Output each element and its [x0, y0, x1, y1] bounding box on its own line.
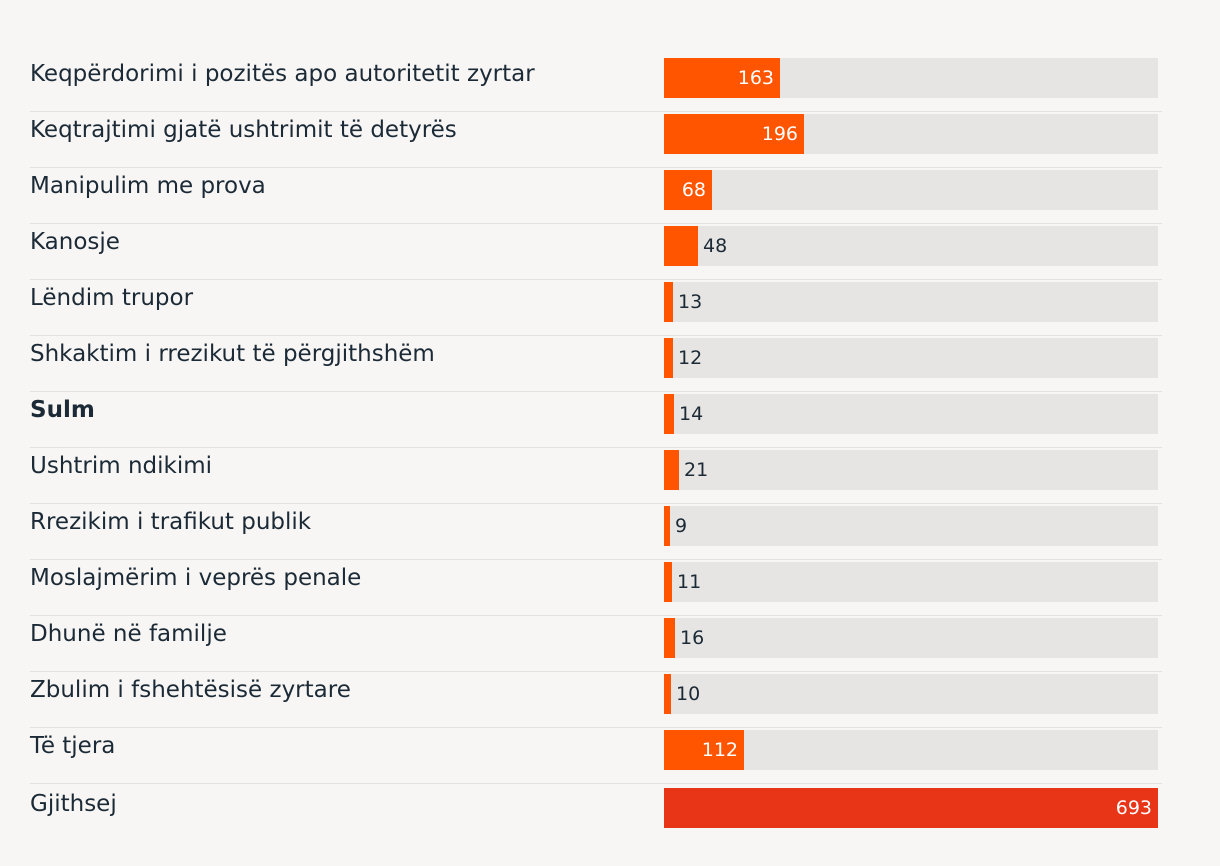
bar — [664, 282, 673, 322]
bar — [664, 730, 744, 770]
bar — [664, 506, 670, 546]
category-label: Zbulim i fshehtësisë zyrtare — [30, 677, 351, 703]
bar — [664, 562, 672, 602]
category-label: Moslajmërim i veprës penale — [30, 565, 362, 591]
value-label: 13 — [678, 291, 703, 313]
bar-row: Lëndim trupor 13 — [30, 280, 1162, 336]
category-label: Shkaktim i rrezikut të përgjithshëm — [30, 341, 435, 367]
bar-track: 693 — [664, 788, 1158, 828]
bar — [664, 618, 675, 658]
category-label: Manipulim me prova — [30, 173, 266, 199]
value-label: 21 — [684, 459, 709, 481]
value-label: 112 — [701, 739, 738, 761]
value-label: 196 — [761, 123, 798, 145]
bar-row: Shkaktim i rrezikut të përgjithshëm 12 — [30, 336, 1162, 392]
category-label: Keqpërdorimi i pozitës apo autoritetit z… — [30, 61, 535, 87]
bar-track: 9 — [664, 506, 1158, 546]
category-label: Dhunë në familje — [30, 621, 227, 647]
category-label: Gjithsej — [30, 791, 117, 817]
bar-track: 11 — [664, 562, 1158, 602]
value-label: 10 — [676, 683, 701, 705]
bar-track: 48 — [664, 226, 1158, 266]
bar-row: Dhunë në familje 16 — [30, 616, 1162, 672]
value-label: 163 — [737, 67, 774, 89]
bar — [664, 226, 698, 266]
bar — [664, 58, 780, 98]
bar — [664, 450, 679, 490]
bar-row: Keqpërdorimi i pozitës apo autoritetit z… — [30, 56, 1162, 112]
value-label: 48 — [703, 235, 728, 257]
bar — [664, 114, 804, 154]
category-label: Të tjera — [30, 733, 116, 759]
value-label: 12 — [678, 347, 703, 369]
bar-track: 21 — [664, 450, 1158, 490]
bar-row: Rrezikim i trafikut publik 9 — [30, 504, 1162, 560]
bar — [664, 674, 671, 714]
category-label: Rrezikim i trafikut publik — [30, 509, 312, 535]
value-label: 9 — [675, 515, 688, 537]
category-label: Sulm — [30, 397, 95, 423]
bar-row: Keqtrajtimi gjatë ushtrimit të detyrës 19… — [30, 112, 1162, 168]
bar-track: 13 — [664, 282, 1158, 322]
bar-track: 163 — [664, 58, 1158, 98]
bar-track: 68 — [664, 170, 1158, 210]
bar-row: Moslajmërim i veprës penale 11 — [30, 560, 1162, 616]
bar — [664, 170, 712, 210]
bar — [664, 394, 674, 434]
value-label: 693 — [1115, 797, 1152, 819]
bar-track: 112 — [664, 730, 1158, 770]
bar-track: 14 — [664, 394, 1158, 434]
bar-row: Të tjera 112 — [30, 728, 1162, 784]
bar-track: 10 — [664, 674, 1158, 714]
bar-row: Gjithsej 693 — [30, 786, 1162, 842]
value-label: 14 — [679, 403, 704, 425]
bar-row: Ushtrim ndikimi 21 — [30, 448, 1162, 504]
bar-track: 16 — [664, 618, 1158, 658]
bar — [664, 338, 673, 378]
category-label: Ushtrim ndikimi — [30, 453, 213, 479]
bar-track: 12 — [664, 338, 1158, 378]
bar-row: Sulm 14 — [30, 392, 1162, 448]
bar-row: Zbulim i fshehtësisë zyrtare 10 — [30, 672, 1162, 728]
bar-track: 196 — [664, 114, 1158, 154]
category-label: Lëndim trupor — [30, 285, 194, 311]
bar-row: Kanosje 48 — [30, 224, 1162, 280]
value-label: 68 — [681, 179, 706, 201]
category-label: Kanosje — [30, 229, 120, 255]
bar-row: Manipulim me prova 68 — [30, 168, 1162, 224]
category-label: Keqtrajtimi gjatë ushtrimit të detyrës — [30, 117, 457, 143]
total-bar — [664, 788, 1158, 828]
value-label: 16 — [680, 627, 705, 649]
value-label: 11 — [677, 571, 702, 593]
